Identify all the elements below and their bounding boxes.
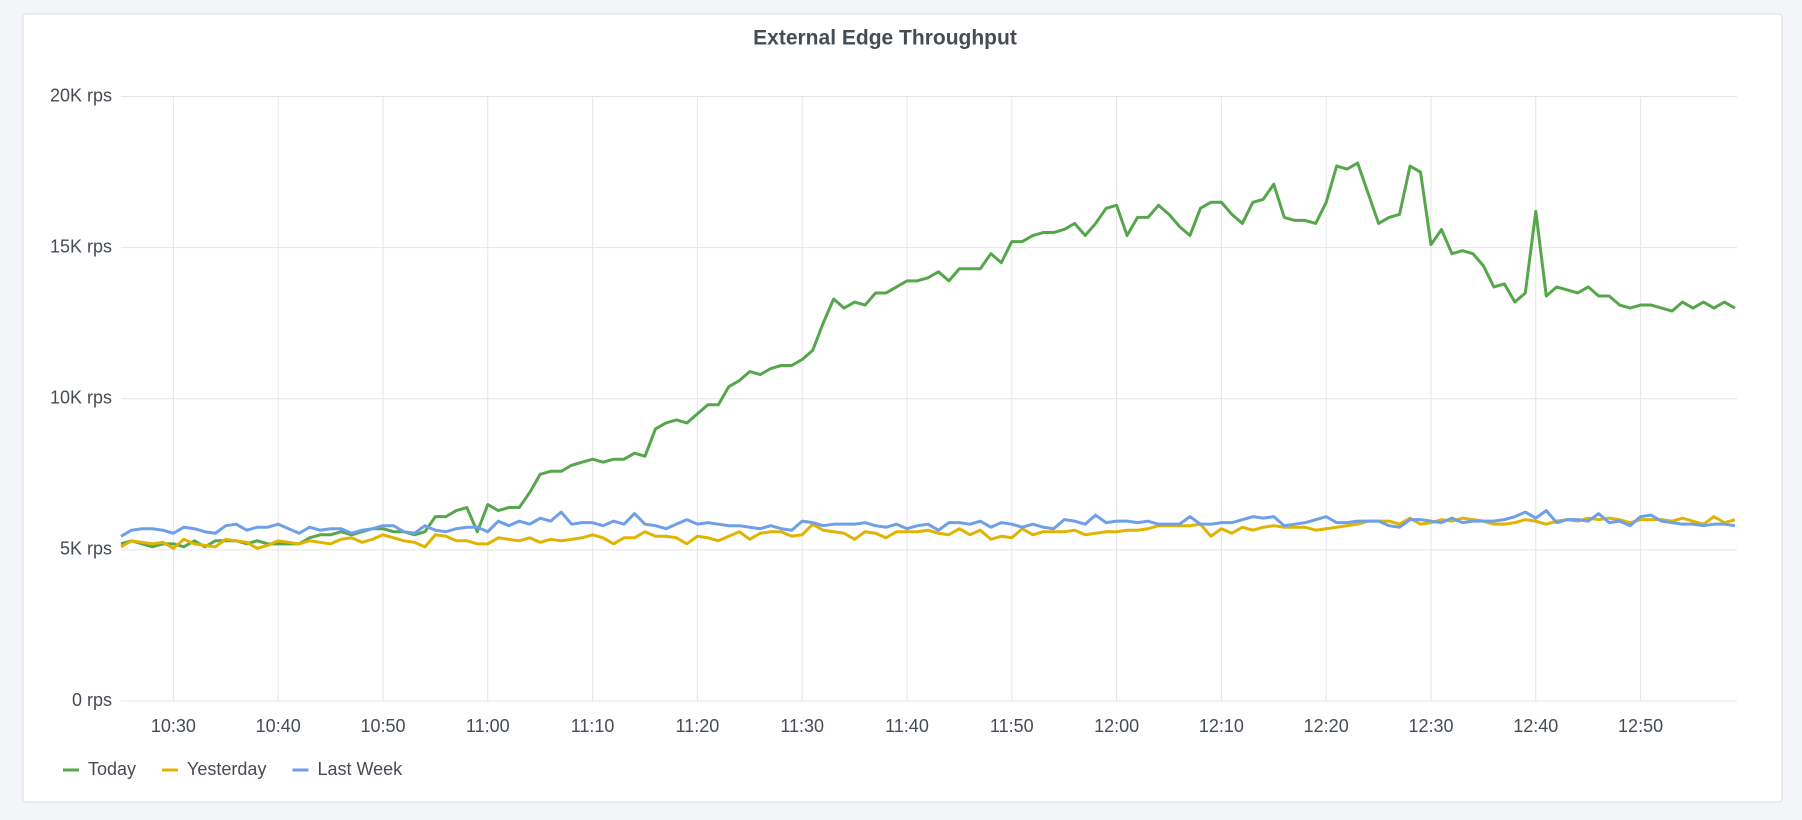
y-tick-label: 10K rps xyxy=(50,388,112,408)
y-tick-label: 0 rps xyxy=(72,690,112,710)
x-tick-label: 12:20 xyxy=(1304,716,1349,736)
x-tick-label: 10:40 xyxy=(256,716,301,736)
x-tick-label: 11:40 xyxy=(885,716,929,736)
x-tick-label: 11:30 xyxy=(780,716,824,736)
x-tick-label: 11:50 xyxy=(990,716,1034,736)
y-tick-label: 20K rps xyxy=(50,85,112,105)
y-tick-label: 5K rps xyxy=(60,539,112,559)
x-tick-label: 11:20 xyxy=(676,716,720,736)
panel xyxy=(22,13,1783,803)
y-tick-label: 15K rps xyxy=(50,236,112,256)
series-line xyxy=(120,509,1736,538)
chart-title: External Edge Throughput xyxy=(753,27,1017,50)
x-tick-label: 12:10 xyxy=(1199,716,1244,736)
legend-label: Today xyxy=(88,759,136,779)
x-tick-label: 10:30 xyxy=(151,716,196,736)
x-tick-label: 10:50 xyxy=(360,716,405,736)
x-tick-label: 12:50 xyxy=(1618,716,1663,736)
legend-label: Yesterday xyxy=(187,759,266,779)
x-tick-label: 12:40 xyxy=(1513,716,1558,736)
x-tick-label: 12:30 xyxy=(1408,716,1453,736)
x-tick-label: 11:00 xyxy=(466,716,510,736)
legend-label: Last Week xyxy=(317,759,403,779)
x-tick-label: 12:00 xyxy=(1094,716,1139,736)
series-line xyxy=(120,515,1736,550)
series-line xyxy=(120,161,1736,549)
x-tick-label: 11:10 xyxy=(571,716,615,736)
